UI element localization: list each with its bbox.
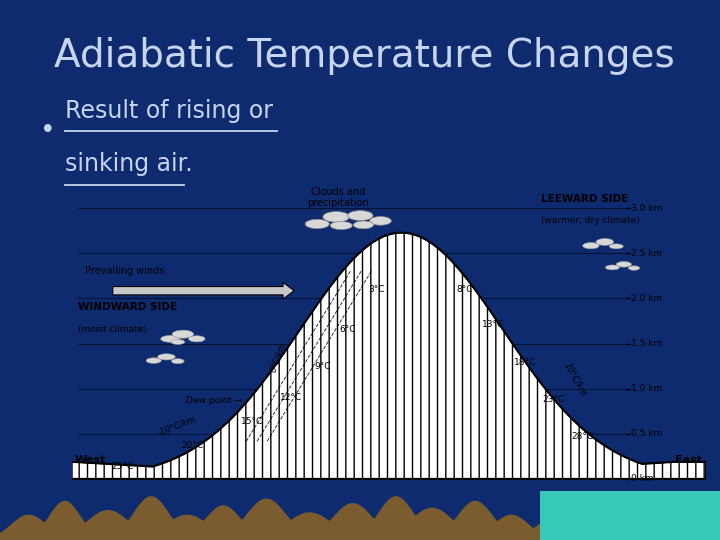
Text: WINDWARD SIDE: WINDWARD SIDE (78, 301, 177, 312)
Text: LEEWARD SIDE: LEEWARD SIDE (541, 194, 628, 205)
Text: 1.5 km: 1.5 km (631, 339, 662, 348)
Text: Result of rising or: Result of rising or (65, 99, 273, 123)
Text: (warmer, dry climate): (warmer, dry climate) (541, 216, 639, 225)
Text: 8°C: 8°C (456, 285, 473, 294)
Ellipse shape (158, 354, 175, 360)
Text: 3°C: 3°C (368, 285, 384, 294)
Polygon shape (72, 233, 706, 478)
Text: 0.5 km: 0.5 km (631, 429, 662, 438)
Ellipse shape (171, 359, 184, 364)
Ellipse shape (189, 336, 205, 342)
Text: 13°C: 13°C (482, 320, 505, 329)
Text: Dew point →: Dew point → (186, 396, 243, 406)
Ellipse shape (323, 212, 349, 222)
Ellipse shape (171, 340, 185, 345)
Text: Prevailing winds: Prevailing winds (85, 266, 164, 275)
Text: Clouds and
precipitation: Clouds and precipitation (307, 187, 369, 208)
Text: 28°C: 28°C (571, 432, 593, 441)
Text: 1.0 km: 1.0 km (631, 384, 662, 393)
Text: 12°C: 12°C (279, 393, 302, 402)
Text: Adiabatic Temperature Changes: Adiabatic Temperature Changes (54, 37, 675, 75)
Text: 10°C/km: 10°C/km (562, 361, 589, 397)
Polygon shape (0, 496, 562, 540)
Ellipse shape (370, 217, 392, 225)
Ellipse shape (305, 219, 329, 228)
Text: 0 km: 0 km (631, 474, 654, 483)
Text: 15°C: 15°C (241, 417, 264, 426)
Text: •: • (40, 118, 55, 144)
FancyArrowPatch shape (113, 282, 294, 299)
Ellipse shape (172, 330, 194, 338)
Text: 3.0 km: 3.0 km (631, 204, 662, 213)
Ellipse shape (146, 358, 161, 363)
Text: 20°C: 20°C (181, 442, 204, 450)
Text: sinking air.: sinking air. (65, 152, 192, 177)
Ellipse shape (596, 239, 613, 245)
Text: 23°C: 23°C (542, 395, 564, 404)
Bar (540, 491, 720, 540)
Ellipse shape (582, 242, 599, 249)
Ellipse shape (161, 335, 180, 342)
Text: (moist climate): (moist climate) (78, 325, 147, 334)
Text: 2.0 km: 2.0 km (631, 294, 662, 303)
Text: 25°C: 25°C (112, 462, 134, 471)
Ellipse shape (609, 244, 624, 249)
Ellipse shape (616, 261, 631, 267)
Text: East: East (675, 455, 703, 465)
Text: 6°C: 6°C (339, 325, 356, 334)
Text: 18°C: 18°C (514, 357, 536, 367)
Ellipse shape (354, 221, 374, 229)
Ellipse shape (330, 221, 352, 229)
Ellipse shape (629, 266, 639, 270)
Ellipse shape (606, 265, 619, 270)
Text: 2.5 km: 2.5 km (631, 249, 662, 258)
Text: 6°C/km: 6°C/km (269, 341, 287, 374)
Text: 9°C: 9°C (314, 362, 330, 372)
Ellipse shape (348, 211, 373, 220)
Text: -10°C/km: -10°C/km (156, 414, 197, 437)
Text: West: West (75, 455, 107, 465)
